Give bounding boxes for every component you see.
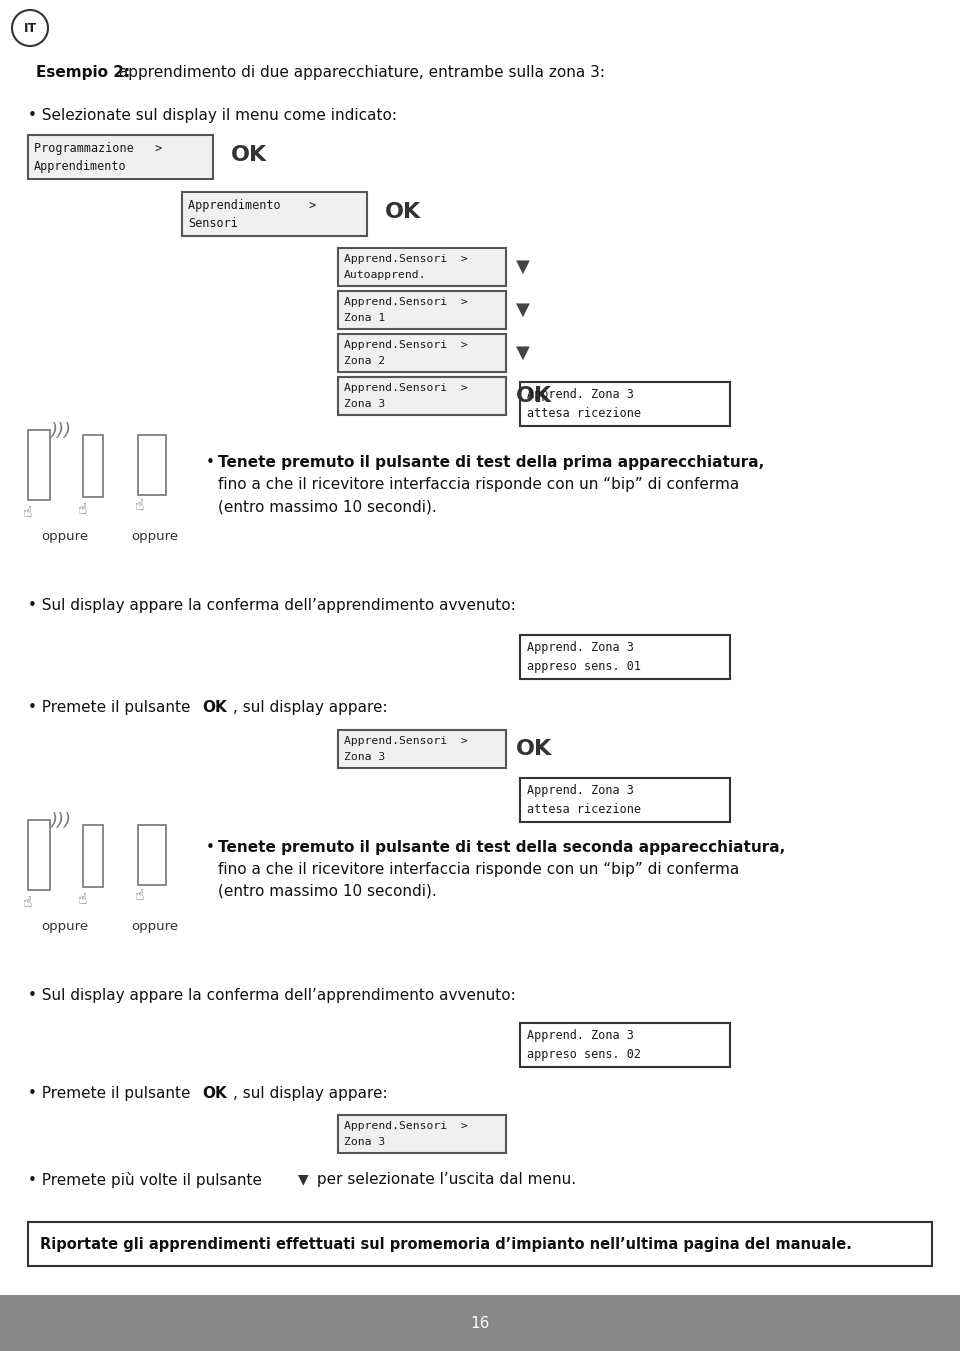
Bar: [520, 778, 730, 821]
Text: OK: OK: [516, 739, 552, 759]
Text: OK: OK: [516, 386, 552, 407]
Bar: [28, 135, 213, 178]
Text: • Premete il pulsante: • Premete il pulsante: [28, 700, 196, 715]
Text: oppure: oppure: [132, 920, 179, 934]
Text: Apprend.Sensori  >: Apprend.Sensori >: [344, 297, 468, 308]
Text: (entro massimo 10 secondi).: (entro massimo 10 secondi).: [218, 499, 437, 513]
Text: Apprend. Zona 3: Apprend. Zona 3: [527, 1029, 634, 1042]
Text: Zona 2: Zona 2: [344, 357, 385, 366]
Text: OK: OK: [385, 201, 421, 222]
Text: ☝: ☝: [135, 888, 144, 902]
Text: Apprend.Sensori  >: Apprend.Sensori >: [344, 1121, 468, 1131]
Text: • Selezionate sul display il menu come indicato:: • Selezionate sul display il menu come i…: [28, 108, 397, 123]
Text: Apprend.Sensori  >: Apprend.Sensori >: [344, 736, 468, 746]
Bar: [28, 820, 50, 890]
Text: Apprendimento: Apprendimento: [34, 161, 127, 173]
Text: ☝: ☝: [78, 892, 87, 907]
Text: Autoapprend.: Autoapprend.: [344, 270, 426, 281]
Text: OK: OK: [202, 1086, 227, 1101]
Text: •: •: [206, 455, 215, 470]
Text: oppure: oppure: [41, 920, 88, 934]
Text: appreso sens. 01: appreso sens. 01: [527, 661, 641, 673]
Bar: [520, 635, 730, 680]
Bar: [338, 1115, 506, 1152]
Text: •: •: [206, 840, 215, 855]
Text: oppure: oppure: [41, 530, 88, 543]
Text: Apprend. Zona 3: Apprend. Zona 3: [527, 640, 634, 654]
Text: • Premete il pulsante: • Premete il pulsante: [28, 1086, 196, 1101]
Text: per selezionate l’uscita dal menu.: per selezionate l’uscita dal menu.: [312, 1173, 576, 1188]
Text: ▼: ▼: [516, 258, 530, 276]
Circle shape: [12, 9, 48, 46]
Text: ▼: ▼: [298, 1173, 308, 1186]
Text: Apprend.Sensori  >: Apprend.Sensori >: [344, 254, 468, 265]
Text: , sul display appare:: , sul display appare:: [233, 700, 388, 715]
Text: , sul display appare:: , sul display appare:: [233, 1086, 388, 1101]
Text: fino a che il ricevitore interfaccia risponde con un “bip” di conferma: fino a che il ricevitore interfaccia ris…: [218, 862, 739, 877]
Text: Programmazione   >: Programmazione >: [34, 142, 162, 155]
Bar: [28, 1223, 932, 1266]
Text: 16: 16: [470, 1316, 490, 1331]
Text: fino a che il ricevitore interfaccia risponde con un “bip” di conferma: fino a che il ricevitore interfaccia ris…: [218, 477, 739, 492]
Text: appreso sens. 02: appreso sens. 02: [527, 1048, 641, 1061]
Text: Zona 3: Zona 3: [344, 1138, 385, 1147]
Text: OK: OK: [202, 700, 227, 715]
Text: Tenete premuto il pulsante di test della seconda apparecchiatura,: Tenete premuto il pulsante di test della…: [218, 840, 785, 855]
Text: Zona 3: Zona 3: [344, 400, 385, 409]
Text: Tenete premuto il pulsante di test della prima apparecchiatura,: Tenete premuto il pulsante di test della…: [218, 455, 764, 470]
Bar: [338, 730, 506, 767]
Text: Apprendimento    >: Apprendimento >: [188, 199, 316, 212]
Text: attesa ricezione: attesa ricezione: [527, 804, 641, 816]
Bar: [520, 382, 730, 426]
Bar: [138, 825, 166, 885]
Bar: [338, 334, 506, 372]
Text: ))): ))): [50, 422, 71, 440]
Text: Apprend. Zona 3: Apprend. Zona 3: [527, 388, 634, 401]
Bar: [28, 430, 50, 500]
Text: Apprend. Zona 3: Apprend. Zona 3: [527, 784, 634, 797]
Text: oppure: oppure: [132, 530, 179, 543]
Bar: [338, 249, 506, 286]
Text: ))): ))): [50, 812, 71, 830]
Text: Sensori: Sensori: [188, 218, 238, 230]
Bar: [338, 290, 506, 330]
Text: IT: IT: [23, 22, 36, 35]
Text: (entro massimo 10 secondi).: (entro massimo 10 secondi).: [218, 884, 437, 898]
Text: ▼: ▼: [516, 301, 530, 319]
Text: OK: OK: [231, 145, 267, 165]
Text: attesa ricezione: attesa ricezione: [527, 407, 641, 420]
Text: ☝: ☝: [23, 505, 33, 520]
Bar: [83, 825, 103, 888]
Text: Apprend.Sensori  >: Apprend.Sensori >: [344, 340, 468, 350]
Bar: [138, 435, 166, 494]
Text: Apprend.Sensori  >: Apprend.Sensori >: [344, 384, 468, 393]
Bar: [182, 192, 367, 236]
Text: ☝: ☝: [23, 894, 33, 911]
Text: ☝: ☝: [135, 499, 144, 513]
Text: ▼: ▼: [516, 345, 530, 362]
Bar: [338, 377, 506, 415]
Text: Esempio 2:: Esempio 2:: [36, 65, 131, 80]
Text: Zona 1: Zona 1: [344, 313, 385, 323]
Bar: [520, 1023, 730, 1067]
Bar: [83, 435, 103, 497]
Bar: [0, 1296, 960, 1351]
Text: ☝: ☝: [78, 503, 87, 517]
Text: • Premete più volte il pulsante: • Premete più volte il pulsante: [28, 1173, 267, 1188]
Text: Zona 3: Zona 3: [344, 753, 385, 762]
Text: apprendimento di due apparecchiature, entrambe sulla zona 3:: apprendimento di due apparecchiature, en…: [114, 65, 605, 80]
Text: Riportate gli apprendimenti effettuati sul promemoria d’impianto nell’ultima pag: Riportate gli apprendimenti effettuati s…: [40, 1236, 852, 1251]
Text: • Sul display appare la conferma dell’apprendimento avvenuto:: • Sul display appare la conferma dell’ap…: [28, 598, 516, 613]
Text: • Sul display appare la conferma dell’apprendimento avvenuto:: • Sul display appare la conferma dell’ap…: [28, 988, 516, 1002]
